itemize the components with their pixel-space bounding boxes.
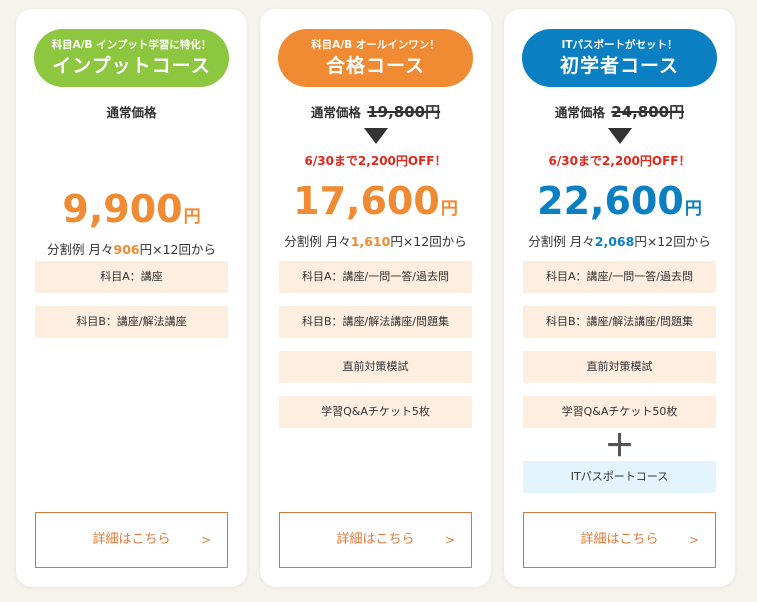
feature-item: 直前対策模試	[523, 351, 716, 383]
discount-text: 6/30まで2,200円OFF！	[304, 154, 447, 168]
regular-price-label: 通常価格 19,800円	[310, 103, 441, 121]
plan-card-beginner: ITパスポートがセット！ 初学者コース 通常価格 24,800円 6/30まで2…	[504, 9, 735, 587]
down-triangle-icon	[363, 128, 388, 144]
plan-price: 17,600円	[293, 179, 458, 223]
plan-title: インプットコース	[52, 55, 211, 77]
plan-header-pill: 科目A/B インプット学習に特化！ インプットコース	[34, 29, 229, 87]
chevron-right-icon: >	[688, 533, 699, 547]
plan-subtitle: 科目A/B オールインワン！	[311, 39, 440, 51]
feature-item-bonus: ITパスポートコース	[523, 461, 716, 493]
chevron-right-icon: >	[200, 533, 211, 547]
plan-price: 9,900円	[62, 187, 201, 231]
feature-item: 科目A：講座/一問一答/過去問	[279, 261, 472, 293]
regular-price-label: 通常価格 24,800円	[554, 103, 685, 121]
plan-subtitle: 科目A/B インプット学習に特化！	[51, 39, 212, 51]
plan-card-input: 科目A/B インプット学習に特化！ インプットコース 通常価格 9,900円 分…	[16, 9, 247, 587]
regular-price-label: 通常価格	[106, 105, 157, 120]
feature-item: 科目B：講座/解法講座	[35, 306, 228, 338]
feature-item: 科目B：講座/解法講座/問題集	[523, 306, 716, 338]
plus-icon: ＋	[604, 429, 635, 464]
chevron-right-icon: >	[444, 533, 455, 547]
discount-text: 6/30まで2,200円OFF！	[548, 154, 691, 168]
feature-item: 学習Q&Aチケット50枚	[523, 396, 716, 428]
feature-item: 科目A：講座	[35, 261, 228, 293]
installment-example: 分割例 月々906円×12回から	[47, 242, 216, 257]
plan-price: 22,600円	[537, 179, 702, 223]
details-button[interactable]: 詳細はこちら >	[35, 512, 228, 568]
plan-card-pass: 科目A/B オールインワン！ 合格コース 通常価格 19,800円 6/30まで…	[260, 9, 491, 587]
feature-item: 科目A：講座/一問一答/過去問	[523, 261, 716, 293]
plan-header-pill: ITパスポートがセット！ 初学者コース	[522, 29, 717, 87]
plan-header-pill: 科目A/B オールインワン！ 合格コース	[278, 29, 473, 87]
plan-title: 合格コース	[325, 55, 426, 77]
plan-title: 初学者コース	[559, 55, 680, 77]
regular-price-strike: 24,800円	[611, 103, 685, 121]
installment-example: 分割例 月々2,068円×12回から	[528, 234, 711, 249]
feature-item: 科目B：講座/解法講座/問題集	[279, 306, 472, 338]
feature-item: 学習Q&Aチケット5枚	[279, 396, 472, 428]
plan-subtitle: ITパスポートがセット！	[561, 39, 678, 51]
details-button[interactable]: 詳細はこちら >	[523, 512, 716, 568]
down-triangle-icon	[607, 128, 632, 144]
installment-example: 分割例 月々1,610円×12回から	[284, 234, 467, 249]
feature-item: 直前対策模試	[279, 351, 472, 383]
details-button[interactable]: 詳細はこちら >	[279, 512, 472, 568]
regular-price-strike: 19,800円	[367, 103, 441, 121]
